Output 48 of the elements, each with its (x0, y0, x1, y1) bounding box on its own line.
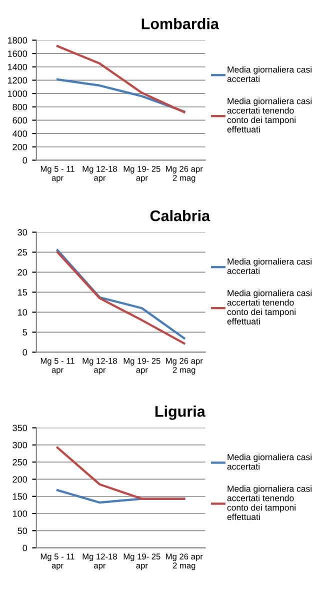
x-tick-label: Mg 12-18 apr (82, 358, 117, 374)
y-tick-label: 50 (18, 528, 28, 534)
x-tick-label: Mg 5 - 11 apr (40, 554, 74, 570)
y-tick-label: 0 (22, 544, 28, 552)
chart-title: Liguria (155, 406, 206, 420)
x-tick-label: Mg 26 apr 2 mag (166, 358, 203, 374)
legend-label: Media giornaliera casi accertati (227, 66, 312, 82)
x-tick-label: Mg 26 apr 2 mag (166, 554, 203, 570)
y-tick-label: 15 (18, 289, 28, 296)
line-series (56, 78, 186, 113)
x-tick-label: Mg 19- 25 apr (124, 554, 160, 570)
y-tick-label: 1600 (8, 50, 28, 57)
legend-label: Media giornaliera casi accertati (227, 258, 312, 274)
legend-label: Media giornaliera casi accertati tenendo conto dei tamponi effettuati (227, 98, 312, 132)
y-tick-label: 1800 (8, 37, 28, 44)
x-tick-label: Mg 19- 25 apr (124, 166, 160, 182)
chart-title: Calabria (150, 210, 210, 222)
y-tick-label: 400 (12, 130, 28, 137)
legend-label: Media giornaliera casi accertati tenendo conto dei tamponi effettuati (227, 290, 312, 324)
y-tick-label: 200 (12, 144, 28, 150)
y-tick-label: 0 (22, 349, 28, 356)
x-tick-label: Mg 19- 25 apr (124, 358, 160, 374)
y-tick-label: 1000 (8, 90, 28, 97)
chart-title: Lombardia (142, 18, 220, 30)
y-tick-label: 800 (12, 104, 28, 110)
legend-label: Media giornaliera casi accertati (227, 454, 312, 470)
x-tick-label: Mg 12-18 apr (82, 554, 117, 570)
y-tick-label: 25 (18, 249, 28, 256)
y-tick-label: 1400 (8, 64, 28, 70)
y-tick-label: 30 (18, 229, 28, 236)
y-tick-label: 100 (13, 510, 28, 517)
line-series (56, 45, 186, 114)
y-tick-label: 1200 (8, 77, 28, 84)
legend-label: Media giornaliera casi accertati tenendo conto dei tamponi effettuati (227, 485, 312, 520)
y-tick-label: 20 (18, 269, 28, 276)
y-tick-label: 600 (12, 117, 28, 124)
y-tick-label: 200 (12, 476, 28, 483)
x-tick-label: Mg 5 - 11 apr (40, 358, 74, 374)
y-tick-label: 250 (12, 459, 28, 466)
y-tick-label: 150 (13, 493, 28, 500)
x-tick-label: Mg 12-18 apr (82, 166, 117, 182)
y-tick-label: 10 (18, 309, 28, 316)
y-tick-label: 300 (12, 442, 28, 448)
y-tick-label: 350 (12, 424, 28, 432)
y-tick-label: 0 (22, 157, 28, 164)
x-tick-label: Mg 5 - 11 apr (40, 166, 74, 182)
y-tick-label: 5 (22, 329, 28, 336)
x-tick-label: Mg 26 apr 2 mag (166, 166, 203, 182)
